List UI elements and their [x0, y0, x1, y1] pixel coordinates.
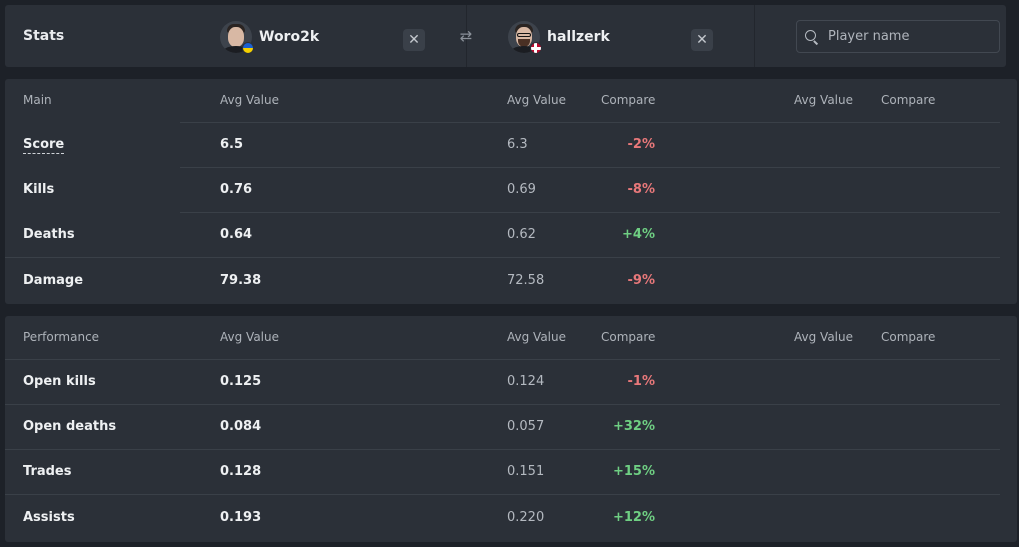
player1-chip[interactable]: Woro2k [220, 20, 319, 54]
remove-player2-button[interactable]: ✕ [691, 29, 713, 51]
table-row: Assists 0.193 0.220 +12% [5, 495, 1017, 540]
table-row: Score 6.5 6.3 -2% [5, 122, 1017, 167]
player1-value: 0.128 [220, 464, 262, 479]
table-row: Damage 79.38 72.58 -9% [5, 258, 1017, 303]
player2-value: 0.69 [507, 182, 536, 197]
compare-value: -2% [627, 137, 655, 152]
player1-value: 0.125 [220, 374, 262, 389]
main-table-header: Main Avg Value Avg Value Compare Avg Val… [5, 79, 1017, 122]
divider [754, 5, 755, 67]
norway-flag-icon [530, 42, 542, 54]
player1-name[interactable]: Woro2k [259, 29, 320, 45]
col-avg-value: Avg Value [794, 93, 853, 107]
row-divider [5, 359, 1000, 360]
section-label: Main [23, 93, 52, 107]
col-avg-value: Avg Value [507, 330, 566, 344]
search-icon [805, 29, 819, 44]
player2-value: 0.124 [507, 374, 545, 389]
section-label: Performance [23, 330, 100, 344]
player1-value: 6.5 [220, 137, 244, 152]
compare-value: +32% [612, 419, 655, 434]
row-divider [180, 167, 1000, 168]
col-avg-value: Avg Value [220, 330, 279, 344]
player2-value: 0.151 [507, 464, 545, 479]
compare-value: +4% [622, 227, 655, 242]
table-row: Open deaths 0.084 0.057 +32% [5, 404, 1017, 449]
player1-value: 0.084 [220, 419, 262, 434]
row-divider [5, 494, 1000, 495]
table-row: Kills 0.76 0.69 -8% [5, 167, 1017, 212]
stat-label-kills: Kills [23, 182, 55, 197]
swap-icon[interactable]: ⇄ [459, 27, 473, 45]
col-compare: Compare [881, 93, 936, 107]
divider [466, 5, 467, 67]
stat-label-trades: Trades [23, 464, 72, 479]
player2-avatar [508, 21, 542, 54]
col-compare: Compare [881, 330, 936, 344]
player2-value: 72.58 [507, 273, 545, 288]
performance-stats-panel: Performance Avg Value Avg Value Compare … [5, 316, 1017, 542]
stat-label-open-kills: Open kills [23, 374, 96, 389]
player1-value: 0.64 [220, 227, 253, 242]
player1-value: 79.38 [220, 273, 262, 288]
stat-label-assists: Assists [23, 510, 75, 525]
table-row: Deaths 0.64 0.62 +4% [5, 212, 1017, 257]
close-icon: ✕ [696, 32, 708, 48]
stat-label-open-deaths: Open deaths [23, 419, 117, 434]
stat-label-damage: Damage [23, 273, 84, 288]
col-compare: Compare [601, 93, 656, 107]
performance-table-header: Performance Avg Value Avg Value Compare … [5, 316, 1017, 359]
compare-value: +12% [612, 510, 655, 525]
row-divider [5, 257, 1000, 258]
compare-value: -9% [627, 273, 655, 288]
row-divider [180, 212, 1000, 213]
compare-value: -1% [627, 374, 655, 389]
close-icon: ✕ [408, 32, 420, 48]
col-compare: Compare [601, 330, 656, 344]
player2-value: 0.057 [507, 419, 545, 434]
compare-header: Stats Woro2k ✕ ⇄ hallzerk ✕ [5, 5, 1006, 67]
table-row: Trades 0.128 0.151 +15% [5, 449, 1017, 494]
player1-value: 0.193 [220, 510, 262, 525]
player2-value: 0.220 [507, 510, 545, 525]
table-row: Open kills 0.125 0.124 -1% [5, 359, 1017, 404]
player1-value: 0.76 [220, 182, 253, 197]
compare-value: -8% [627, 182, 655, 197]
player-search[interactable] [796, 20, 1000, 53]
col-avg-value: Avg Value [794, 330, 853, 344]
ukraine-flag-icon [242, 42, 254, 54]
stats-label: Stats [23, 28, 65, 44]
player-search-input[interactable] [828, 29, 988, 44]
main-stats-panel: Main Avg Value Avg Value Compare Avg Val… [5, 79, 1017, 304]
stat-label-score[interactable]: Score [23, 137, 65, 154]
row-divider [5, 449, 1000, 450]
compare-value: +15% [612, 464, 655, 479]
stat-label-deaths: Deaths [23, 227, 75, 242]
remove-player1-button[interactable]: ✕ [403, 29, 425, 51]
player2-value: 6.3 [507, 137, 528, 152]
col-avg-value: Avg Value [507, 93, 566, 107]
player2-chip[interactable]: hallzerk [508, 20, 610, 54]
row-divider [5, 404, 1000, 405]
player1-avatar [220, 21, 254, 54]
row-divider [180, 122, 1000, 123]
col-avg-value: Avg Value [220, 93, 279, 107]
player2-name[interactable]: hallzerk [547, 29, 610, 45]
player2-value: 0.62 [507, 227, 536, 242]
